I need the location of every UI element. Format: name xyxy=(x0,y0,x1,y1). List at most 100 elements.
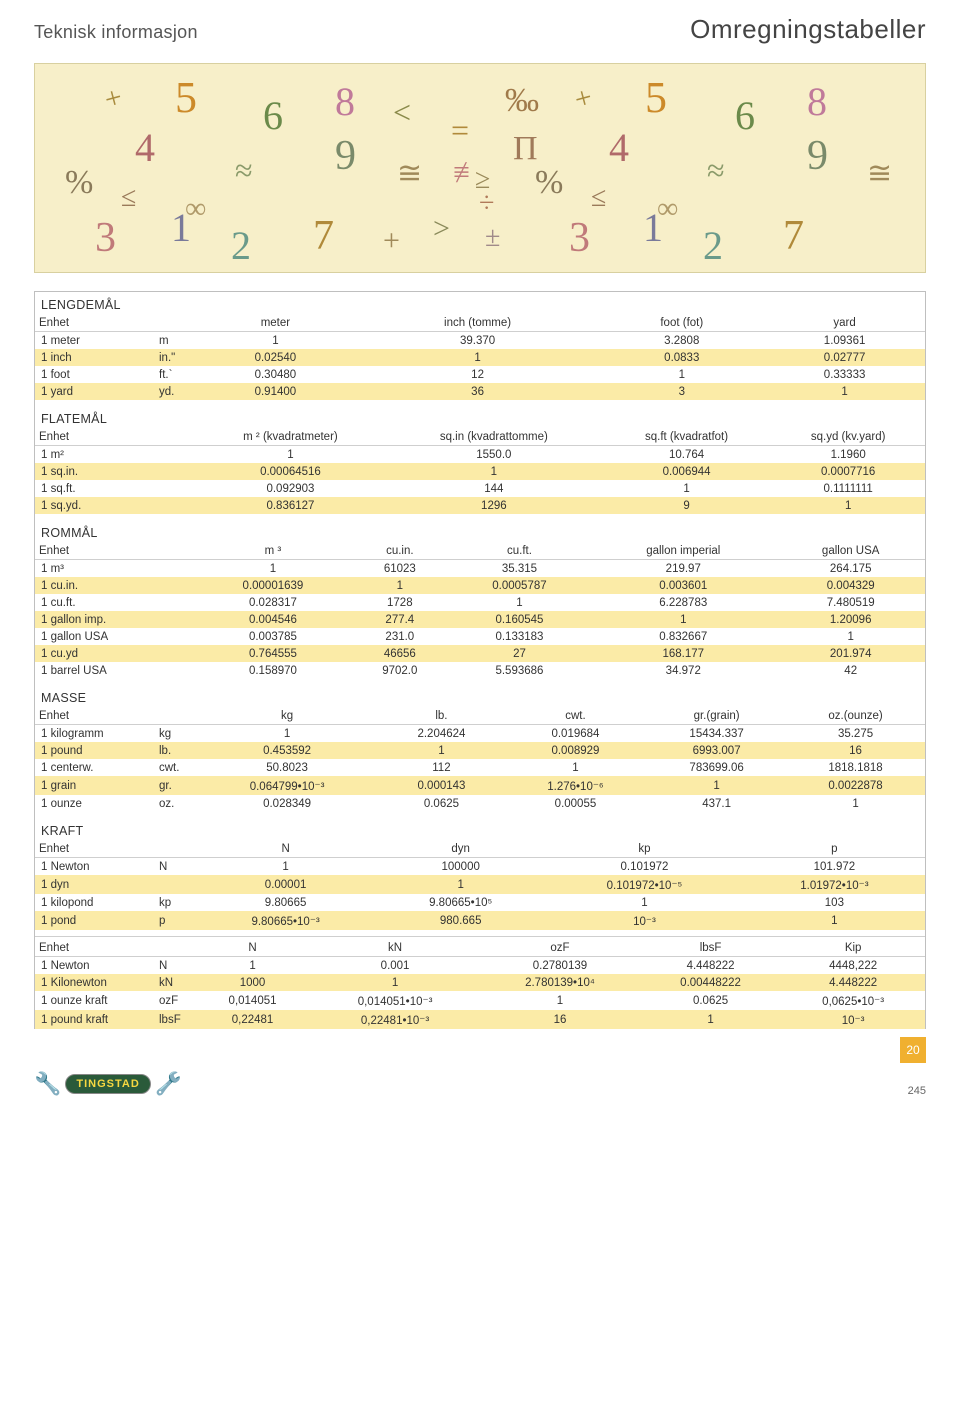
header-left: Teknisk informasjon xyxy=(34,22,198,43)
cell-value: 0.028317 xyxy=(195,594,351,611)
column-header: inch (tomme) xyxy=(356,314,600,332)
cell-value: 0.0005787 xyxy=(449,577,590,594)
decor-glyph: 6 xyxy=(735,92,755,139)
table-row: 1 centerw.cwt.50.80231121783699.061818.1… xyxy=(35,759,925,776)
decor-glyph: < xyxy=(393,94,411,131)
cell-value: 1.1960 xyxy=(771,446,925,464)
table-row: 1 gallon imp.0.004546277.40.16054511.200… xyxy=(35,611,925,628)
cell-value: m xyxy=(155,332,195,350)
row-label: 1 m² xyxy=(35,446,155,464)
cell-value: 0.0625 xyxy=(379,795,504,812)
row-label: 1 kilogramm xyxy=(35,725,155,743)
row-label: 1 Newton xyxy=(35,957,155,975)
cell-value: 1 xyxy=(640,1010,781,1029)
cell-value xyxy=(155,628,195,645)
cell-value: 0.000143 xyxy=(379,776,504,795)
column-header: kN xyxy=(310,939,480,957)
cell-value: 1 xyxy=(351,577,449,594)
decor-glyph: 4 xyxy=(135,124,155,171)
cell-value: 1 xyxy=(590,611,776,628)
column-header: gallon USA xyxy=(776,542,925,560)
table-row: 1 sq.ft.0.09290314410.1111111 xyxy=(35,480,925,497)
cell-value: 0.0833 xyxy=(599,349,764,366)
decor-glyph: 7 xyxy=(783,212,804,260)
conversion-table: Enhetmeterinch (tomme)foot (fot)yard1 me… xyxy=(35,314,925,400)
row-label: 1 pound xyxy=(35,742,155,759)
decor-glyph: ± xyxy=(485,222,500,254)
cell-value: 437.1 xyxy=(647,795,786,812)
cell-value: kp xyxy=(155,894,195,911)
cell-value: 103 xyxy=(744,894,925,911)
cell-value: 39.370 xyxy=(356,332,600,350)
column-header: sq.yd (kv.yard) xyxy=(771,428,925,446)
row-label: 1 m³ xyxy=(35,560,155,578)
cell-value: 27 xyxy=(449,645,590,662)
row-label: 1 Newton xyxy=(35,858,155,876)
decor-glyph: 2 xyxy=(703,222,723,269)
cell-value: 9.80665 xyxy=(195,894,376,911)
decor-glyph: = xyxy=(451,112,469,149)
cell-value: 1000 xyxy=(195,974,310,991)
cell-value xyxy=(155,463,195,480)
cell-value: 0.00001639 xyxy=(195,577,351,594)
cell-value: 100000 xyxy=(376,858,545,876)
column-header: kp xyxy=(545,840,744,858)
cell-value: 112 xyxy=(379,759,504,776)
cell-value: 0.019684 xyxy=(504,725,647,743)
cell-value: 277.4 xyxy=(351,611,449,628)
decor-glyph: + xyxy=(571,80,596,117)
cell-value: 101.972 xyxy=(744,858,925,876)
decor-glyph: 9 xyxy=(335,132,356,180)
cell-value: p xyxy=(155,911,195,930)
cell-value: 0,014051•10⁻³ xyxy=(310,991,480,1010)
row-label: 1 kilopond xyxy=(35,894,155,911)
cell-value: 980.665 xyxy=(376,911,545,930)
cell-value: 264.175 xyxy=(776,560,925,578)
cell-value: ft.` xyxy=(155,366,195,383)
cell-value: oz. xyxy=(155,795,195,812)
table-row: 1 graingr.0.064799•10⁻³0.0001431.276•10⁻… xyxy=(35,776,925,795)
cell-value xyxy=(155,446,195,464)
cell-value: 1 xyxy=(504,759,647,776)
row-label: 1 grain xyxy=(35,776,155,795)
section-title: FLATEMÅL xyxy=(35,406,925,428)
cell-value: 6.228783 xyxy=(590,594,776,611)
column-header: cu.ft. xyxy=(449,542,590,560)
cell-value xyxy=(155,497,195,514)
cell-value: 0.91400 xyxy=(195,383,356,400)
cell-value: 201.974 xyxy=(776,645,925,662)
conversion-tables-container: LENGDEMÅLEnhetmeterinch (tomme)foot (fot… xyxy=(34,291,926,1029)
cell-value: 0.004546 xyxy=(195,611,351,628)
cell-value: 1 xyxy=(376,875,545,894)
conversion-table: Enhetm ³cu.in.cu.ft.gallon imperialgallo… xyxy=(35,542,925,679)
column-header: meter xyxy=(195,314,356,332)
row-label: 1 centerw. xyxy=(35,759,155,776)
decor-glyph: 2 xyxy=(231,222,251,269)
wrench-icon: 🔧 xyxy=(34,1071,61,1097)
table-row: 1 kilopondkp9.806659.80665•10⁵1103 xyxy=(35,894,925,911)
cell-value: kg xyxy=(155,725,195,743)
decor-glyph: 7 xyxy=(313,212,334,260)
conversion-table: Enhetkglb.cwt.gr.(grain)oz.(ounze)1 kilo… xyxy=(35,707,925,812)
cell-value: 1 xyxy=(764,383,925,400)
cell-value: 0.0007716 xyxy=(771,463,925,480)
cell-value: yd. xyxy=(155,383,195,400)
cell-value: 9 xyxy=(602,497,772,514)
decor-glyph: 9 xyxy=(807,132,828,180)
table-row: 1 cu.ft.0.028317172816.2287837.480519 xyxy=(35,594,925,611)
cell-value: 3 xyxy=(599,383,764,400)
cell-value: 2.780139•10⁴ xyxy=(480,974,640,991)
cell-value: ozF xyxy=(155,991,195,1010)
cell-value: 1 xyxy=(386,463,602,480)
decor-glyph: Π xyxy=(513,130,538,168)
column-header: kg xyxy=(195,707,379,725)
column-header: yard xyxy=(764,314,925,332)
cell-value: 0.30480 xyxy=(195,366,356,383)
cell-value: 0,014051 xyxy=(195,991,310,1010)
cell-value: 0.160545 xyxy=(449,611,590,628)
cell-value xyxy=(155,875,195,894)
cell-value xyxy=(155,480,195,497)
table-row: 1 poundlb.0.45359210.0089296993.00716 xyxy=(35,742,925,759)
decor-glyph: % xyxy=(65,164,93,202)
cell-value xyxy=(155,645,195,662)
